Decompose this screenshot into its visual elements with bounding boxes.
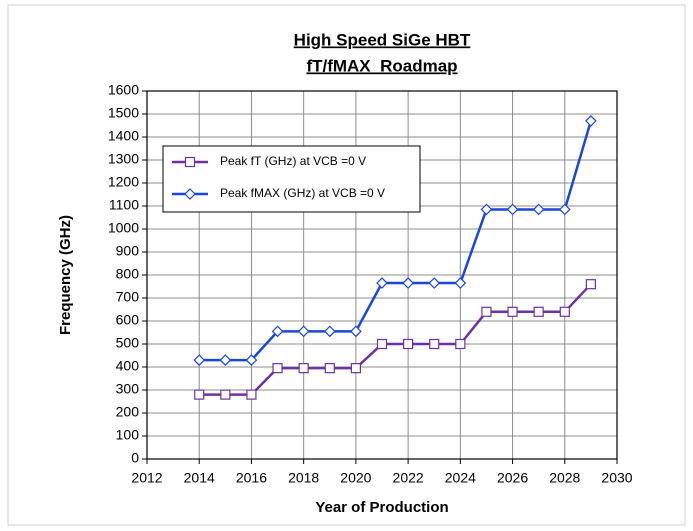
x-tick-label: 2030 [601,470,632,486]
data-point [272,363,283,374]
data-point [194,389,205,400]
chart-title: High Speed SiGe HBT [294,30,471,49]
data-point [246,389,257,400]
x-tick-label: 2016 [236,470,267,486]
data-point [324,363,335,374]
legend-text: Peak fMAX (GHz) at VCB =0 V [220,186,385,200]
x-axis-label: Year of Production [315,499,448,516]
y-tick-label: 800 [116,266,140,282]
plot-border [146,90,618,460]
data-point [428,277,441,289]
data-point [376,338,388,350]
data-point [429,338,440,350]
legend [162,145,421,213]
data-point [454,277,467,289]
data-point [219,354,232,366]
data-point [403,338,414,350]
data-point [585,279,596,290]
x-tick-label: 2020 [340,470,371,486]
x-tick-label: 2028 [549,470,580,486]
data-point [402,277,414,289]
data-point [480,203,493,216]
data-point [271,325,284,338]
legend-text: Peak fT (GHz) at VCB =0 V [220,154,366,168]
series-line [199,120,593,362]
y-axis-label: Frequency (GHz) [57,215,74,335]
x-tick-label: 2012 [131,470,162,486]
y-tick-label: 1300 [108,151,139,167]
y-tick-label: 1400 [108,128,139,144]
y-tick-label: 600 [116,312,140,328]
data-point [220,389,231,400]
data-point [376,277,388,289]
y-tick-label: 200 [116,404,140,420]
x-tick-label: 2018 [288,470,319,486]
x-tick-label: 2014 [184,470,215,486]
y-tick-label: 1200 [108,174,139,190]
chart-title: fT/fMAX Roadmap [306,56,457,75]
y-tick-label: 1600 [108,82,139,98]
data-point [533,306,544,317]
series-line [199,283,592,396]
y-tick-label: 900 [116,243,140,259]
data-point [245,354,258,366]
y-tick-label: 700 [116,289,140,305]
data-point [507,306,518,317]
data-point [350,325,362,338]
y-tick-label: 500 [116,335,140,351]
y-tick-label: 1500 [108,105,139,121]
y-tick-label: 100 [116,427,140,443]
y-tick-label: 400 [116,358,140,374]
data-point [481,306,492,317]
data-point [585,115,597,127]
data-point [298,363,309,374]
x-tick-label: 2022 [393,470,424,486]
x-tick-label: 2026 [497,470,528,486]
data-point [323,325,336,338]
data-point [297,325,310,338]
data-point [455,338,466,350]
data-point [193,354,206,366]
y-tick-label: 0 [131,450,139,466]
y-tick-label: 1000 [108,220,139,236]
data-point [506,203,519,216]
data-point [558,203,571,216]
y-tick-label: 1100 [109,197,139,213]
legend-marker [184,156,196,168]
data-point [350,363,361,374]
x-tick-label: 2024 [445,470,476,486]
legend-marker [184,188,196,200]
data-point [559,306,570,317]
data-point [532,203,545,216]
y-tick-label: 300 [116,381,140,397]
